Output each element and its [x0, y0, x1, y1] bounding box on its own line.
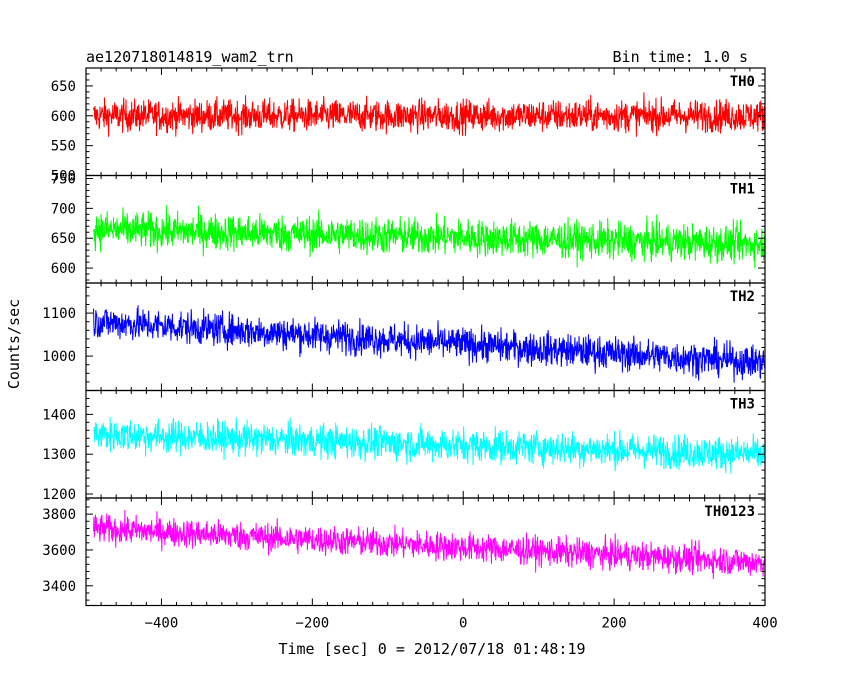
- panel-frame: [85, 282, 766, 392]
- panel-th0: 500 550 600 650 TH0: [51, 67, 766, 185]
- x-tick-label: 200: [601, 616, 626, 632]
- y-tick-label: 550: [51, 139, 76, 155]
- panel-name-label: TH0123: [704, 504, 755, 520]
- y-tick-label: 1000: [42, 349, 76, 365]
- x-tick-label: −200: [295, 616, 329, 632]
- light-curve-th0123: [93, 509, 765, 580]
- panel-name-label: TH3: [730, 397, 755, 413]
- panel-frame: [85, 497, 766, 607]
- x-tick-label: 400: [752, 616, 777, 632]
- y-tick-label: 600: [51, 261, 76, 277]
- y-tick-label: 1100: [42, 306, 76, 322]
- y-tick-label: 3800: [42, 507, 76, 523]
- x-tick-label: −400: [145, 616, 179, 632]
- light-curve-th3: [93, 417, 765, 474]
- panel-th2: 1000 1100 TH2: [42, 282, 766, 392]
- x-tick-label: 0: [459, 616, 467, 632]
- y-tick-label: 1300: [42, 447, 76, 463]
- y-tick-label: 650: [51, 231, 76, 247]
- figure-title: ae120718014819_wam2_trn: [86, 48, 294, 66]
- y-tick-label: 700: [51, 201, 76, 217]
- y-tick-label: 750: [51, 171, 76, 187]
- y-tick-label: 600: [51, 109, 76, 125]
- light-curve-th2: [93, 305, 765, 383]
- panel-name-label: TH0: [730, 74, 755, 90]
- bin-time-label: Bin time: 1.0 s: [613, 48, 748, 66]
- y-axis-label: Counts/sec: [5, 299, 23, 389]
- y-tick-label: 3400: [42, 579, 76, 595]
- panel-th1: 600 650 700 750 TH1: [51, 171, 766, 284]
- panels-group: 500 550 600 650 TH0 600 650 700 750 TH1 1000 1100 TH…: [42, 67, 778, 632]
- panel-th3: 1200 1300 1400 TH3: [42, 389, 766, 503]
- light-curve-th0: [93, 92, 765, 137]
- y-tick-label: 500: [51, 169, 76, 185]
- y-tick-label: 1400: [42, 407, 76, 423]
- light-curve-th1: [93, 205, 765, 269]
- panel-name-label: TH2: [730, 289, 755, 305]
- panel-th0123: 3400 3600 3800 TH0123: [42, 497, 766, 607]
- panel-name-label: TH1: [730, 182, 755, 198]
- y-tick-label: 3600: [42, 543, 76, 559]
- y-tick-label: 650: [51, 79, 76, 95]
- x-axis-label: Time [sec] 0 = 2012/07/18 01:48:19: [278, 640, 585, 658]
- y-tick-label: 1200: [42, 487, 76, 503]
